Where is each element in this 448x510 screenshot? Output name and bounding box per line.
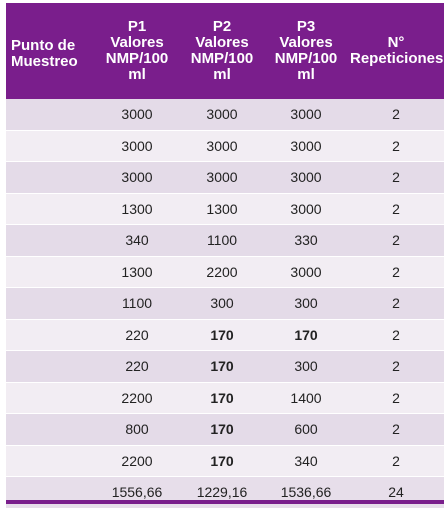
- table-row: 3000 3000 3000 2: [6, 130, 444, 162]
- table-row: 800 170 600 2: [6, 413, 444, 446]
- table-cell: 220: [94, 319, 180, 351]
- table-cell: [6, 99, 94, 131]
- table-cell: 2: [348, 319, 444, 351]
- header-line: Muestreo: [11, 53, 78, 70]
- table-cell: [6, 287, 94, 320]
- table-cell: 300: [264, 350, 348, 383]
- header-line: NMP/100: [105, 50, 169, 67]
- table-cell: 220: [94, 350, 180, 383]
- table-cell: 2200: [94, 445, 180, 477]
- header-line: ml: [213, 66, 231, 83]
- header-line: Valores: [279, 34, 333, 51]
- table-cell: [6, 350, 94, 383]
- header-p3: P3 Valores NMP/100 ml: [264, 3, 348, 99]
- table-cell: [6, 161, 94, 194]
- table-cell: 2: [348, 99, 444, 131]
- table-header: Punto de Muestreo P1 Valores NMP/100 ml …: [6, 3, 444, 99]
- table-cell: 2: [348, 287, 444, 320]
- header-p1: P1 Valores NMP/100 ml: [94, 3, 180, 99]
- table-cell: 2200: [180, 256, 264, 288]
- table-cell: [6, 130, 94, 162]
- table-cell: 330: [264, 224, 348, 257]
- header-line: NMP/100: [274, 50, 338, 67]
- table-cell: [6, 224, 94, 257]
- table-row: 2200 170 1400 2: [6, 382, 444, 414]
- table-cell: 2: [348, 256, 444, 288]
- table-row: 340 1100 330 2: [6, 224, 444, 257]
- table-cell: 3000: [180, 99, 264, 131]
- table-cell: 2: [348, 224, 444, 257]
- table-row: 2200 170 340 2: [6, 445, 444, 477]
- table-cell: 1300: [180, 193, 264, 225]
- table-cell: 300: [180, 287, 264, 320]
- table-cell: 600: [264, 413, 348, 446]
- data-table: Punto de Muestreo P1 Valores NMP/100 ml …: [6, 3, 444, 509]
- table-body: 3000 3000 3000 2 3000 3000 3000 2 3000 3000 3000 2 1…: [6, 99, 444, 509]
- header-line: Repeticiones: [350, 50, 444, 67]
- table-cell: 3000: [180, 161, 264, 194]
- table-cell: [6, 256, 94, 288]
- table-bottom-border: [6, 500, 444, 504]
- table-cell: 170: [180, 350, 264, 383]
- table-cell: [6, 382, 94, 414]
- table-row: 3000 3000 3000 2: [6, 99, 444, 131]
- header-p2: P2 Valores NMP/100 ml: [180, 3, 264, 99]
- table-cell: 3000: [180, 130, 264, 162]
- header-line: N°: [387, 34, 405, 51]
- table-cell: 1300: [94, 193, 180, 225]
- table-cell: 2: [348, 130, 444, 162]
- table-cell: 1400: [264, 382, 348, 414]
- header-line: ml: [297, 66, 315, 83]
- table-cell: 3000: [264, 99, 348, 131]
- table-cell: 2: [348, 193, 444, 225]
- data-table-container: Punto de Muestreo P1 Valores NMP/100 ml …: [6, 3, 444, 509]
- table-cell: 2: [348, 382, 444, 414]
- table-cell: 3000: [264, 193, 348, 225]
- header-line: NMP/100: [190, 50, 254, 67]
- table-cell: 170: [180, 382, 264, 414]
- table-row: 3000 3000 3000 2: [6, 161, 444, 194]
- table-cell: [6, 193, 94, 225]
- header-line: Valores: [110, 34, 164, 51]
- table-cell: 1300: [94, 256, 180, 288]
- table-cell: 2: [348, 161, 444, 194]
- table-cell: 300: [264, 287, 348, 320]
- table-row: 220 170 170 2: [6, 319, 444, 351]
- header-line: P2: [212, 18, 232, 35]
- header-line: ml: [128, 66, 146, 83]
- table-cell: 2200: [94, 382, 180, 414]
- table-cell: 170: [180, 445, 264, 477]
- header-punto-muestreo: Punto de Muestreo: [6, 3, 94, 99]
- table-cell: 170: [264, 319, 348, 351]
- table-cell: 3000: [264, 256, 348, 288]
- table-row: 1100 300 300 2: [6, 287, 444, 320]
- table-cell: 2: [348, 350, 444, 383]
- table-cell: 170: [180, 319, 264, 351]
- table-cell: 3000: [264, 130, 348, 162]
- header-line: P3: [296, 18, 316, 35]
- table-cell: 170: [180, 413, 264, 446]
- table-cell: 2: [348, 445, 444, 477]
- table-row: 1300 1300 3000 2: [6, 193, 444, 225]
- header-line: Valores: [195, 34, 249, 51]
- header-row: Punto de Muestreo P1 Valores NMP/100 ml …: [6, 3, 444, 99]
- table-cell: 340: [264, 445, 348, 477]
- table-cell: 3000: [94, 130, 180, 162]
- table-cell: 3000: [94, 99, 180, 131]
- table-cell: [6, 319, 94, 351]
- table-cell: 3000: [94, 161, 180, 194]
- header-line: Punto de: [11, 37, 76, 54]
- header-repeticiones: N° Repeticiones: [348, 3, 444, 99]
- table-cell: 2: [348, 413, 444, 446]
- table-cell: 3000: [264, 161, 348, 194]
- table-cell: [6, 413, 94, 446]
- table-row: 220 170 300 2: [6, 350, 444, 383]
- table-cell: 340: [94, 224, 180, 257]
- table-cell: 1100: [180, 224, 264, 257]
- table-cell: 800: [94, 413, 180, 446]
- header-line: P1: [127, 18, 147, 35]
- table-cell: [6, 445, 94, 477]
- table-cell: 1100: [94, 287, 180, 320]
- table-row: 1300 2200 3000 2: [6, 256, 444, 288]
